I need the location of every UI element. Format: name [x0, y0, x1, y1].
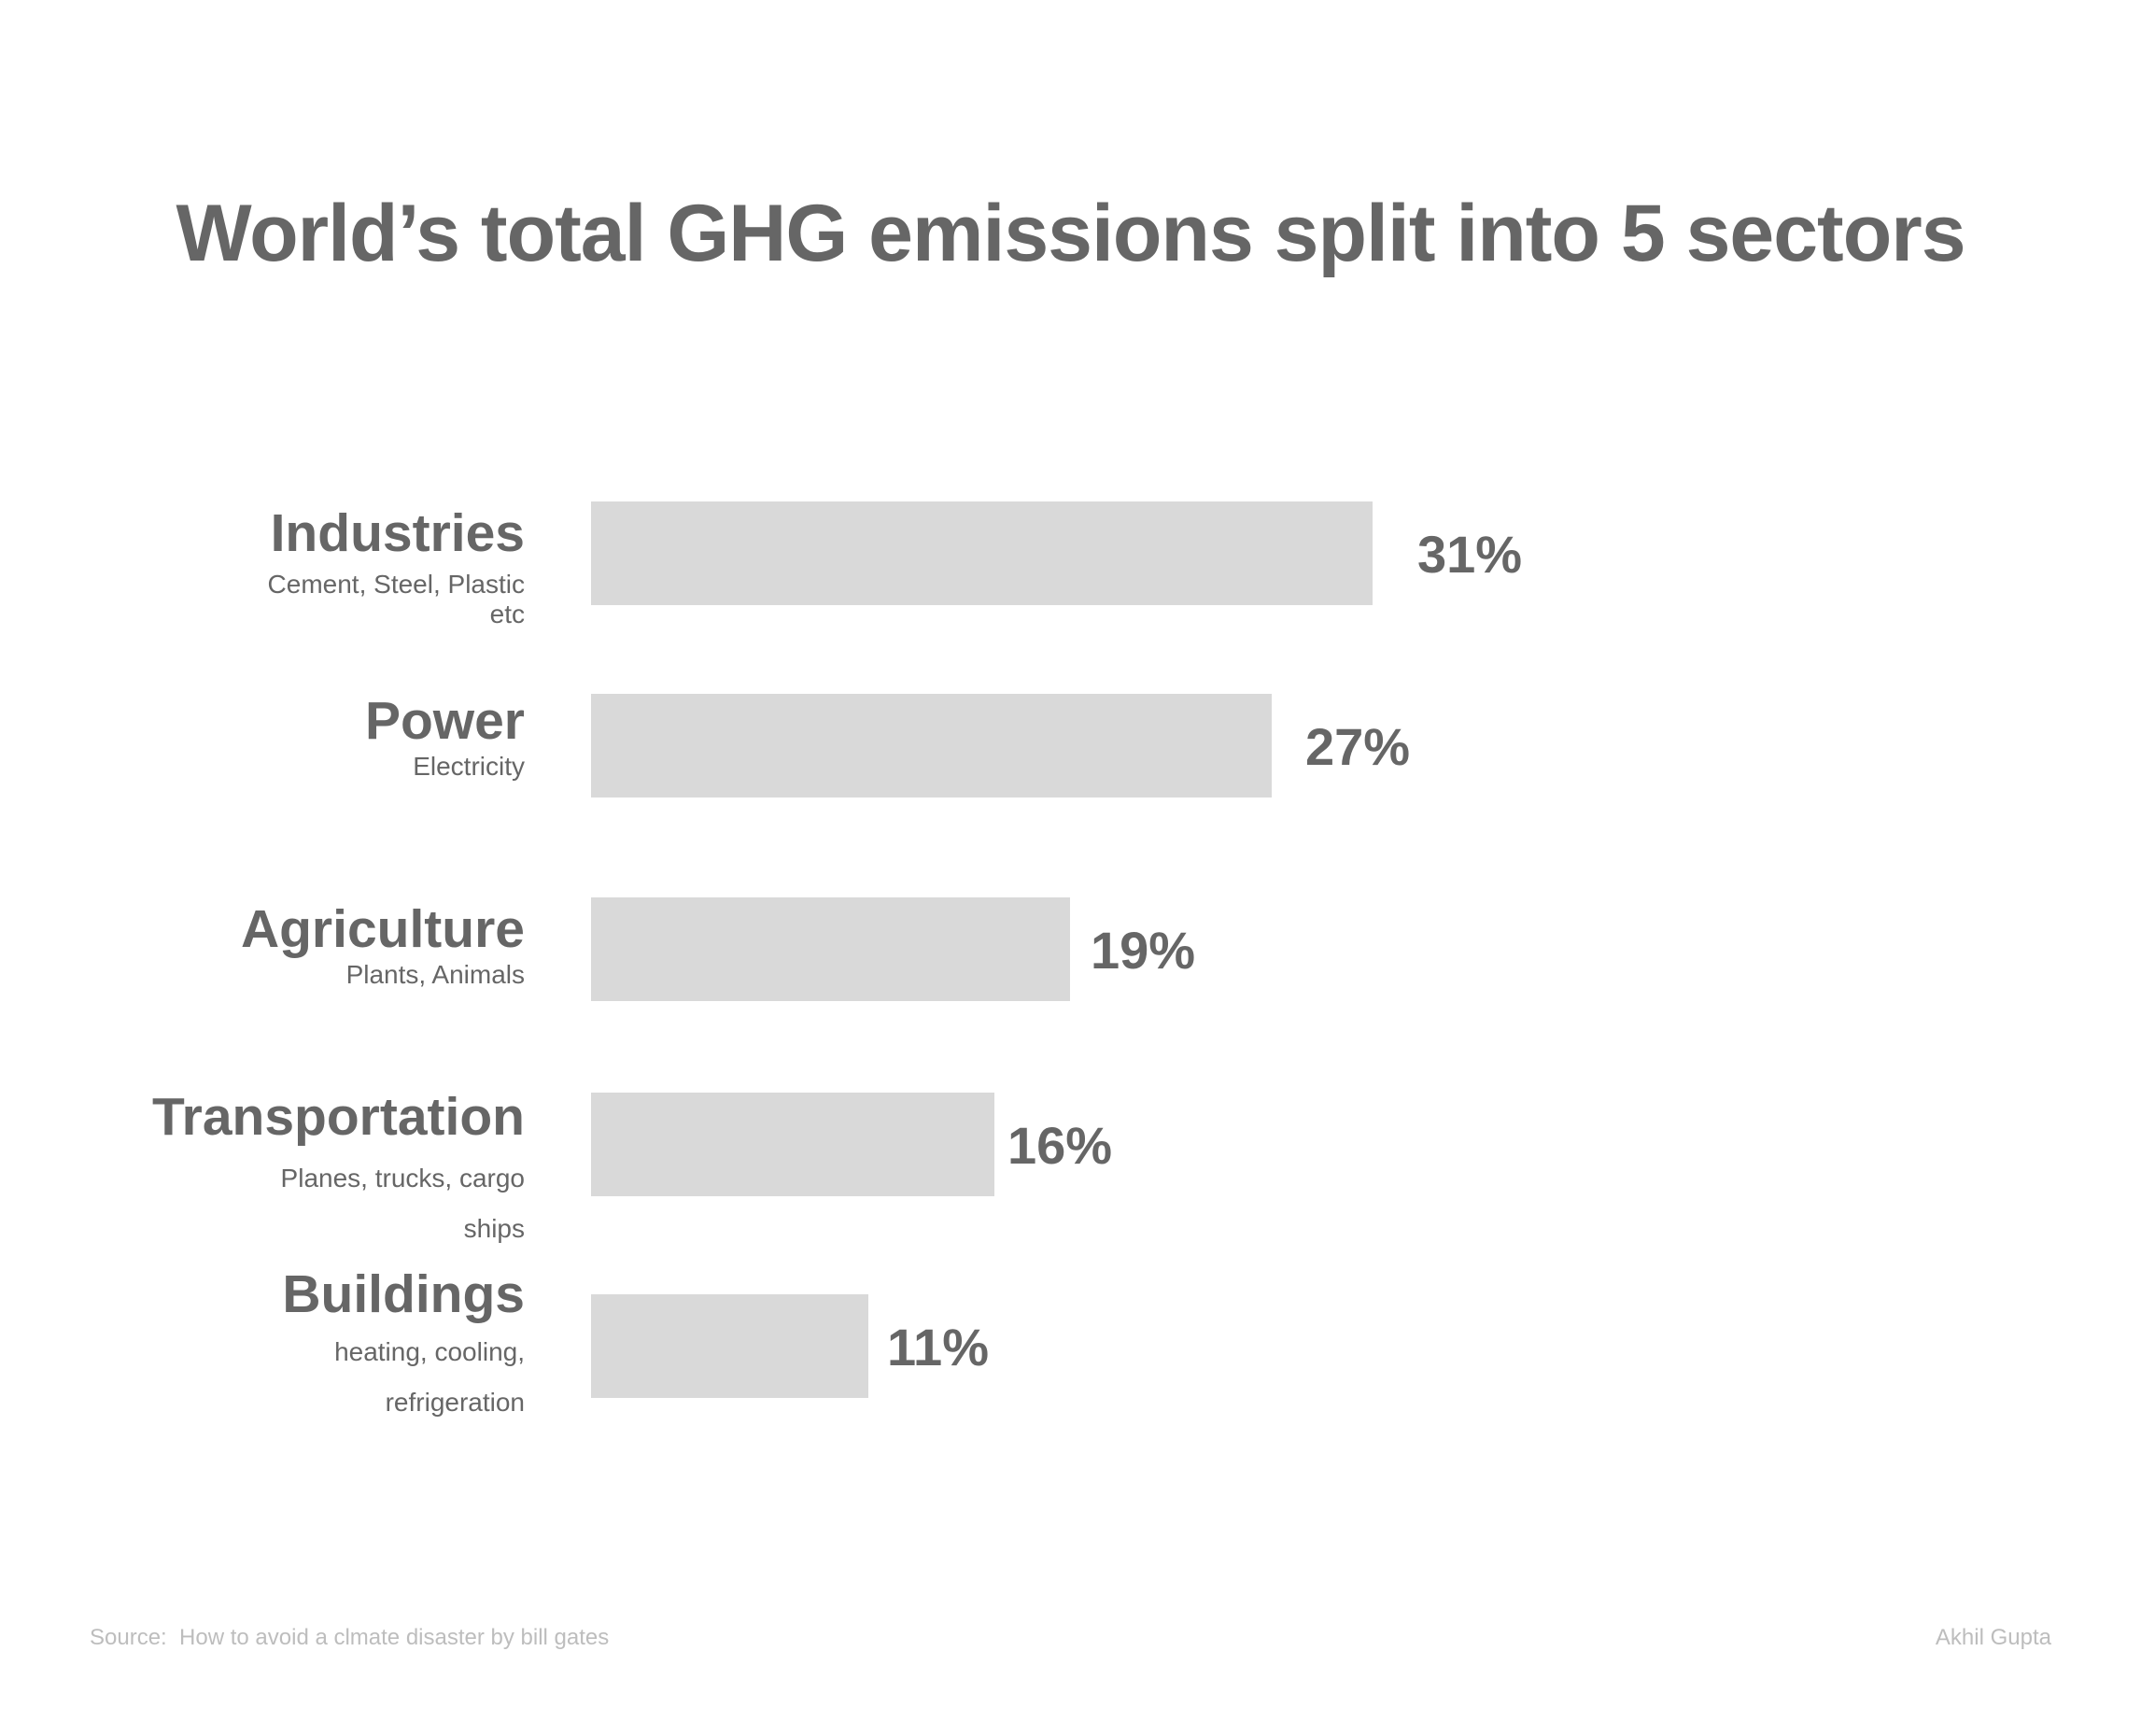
category-name: Industries — [270, 503, 525, 563]
source-note: Source: How to avoid a clmate disaster b… — [90, 1625, 610, 1650]
value-label-buildings: 11% — [887, 1318, 989, 1376]
category-subtitle: Electricity — [413, 752, 525, 781]
author-credit: Akhil Gupta — [1935, 1625, 2051, 1650]
category-subtitle: Planes, trucks, cargo ships — [280, 1164, 525, 1243]
category-subtitle: Cement, Steel, Plastic etc — [267, 570, 525, 628]
chart-title: World’s total GHG emissions split into 5… — [176, 189, 1965, 278]
value-label-industries: 31% — [1417, 525, 1523, 584]
category-label-transportation: Transportation Planes, trucks, cargo shi… — [21, 1086, 525, 1254]
category-label-buildings: Buildings heating, cooling, refrigeratio… — [21, 1263, 525, 1428]
category-label-agriculture: Agriculture Plants, Animals — [21, 898, 525, 990]
category-label-industries: Industries Cement, Steel, Plastic etc — [21, 502, 525, 629]
category-name: Agriculture — [240, 899, 525, 959]
value-label-transportation: 16% — [1007, 1116, 1113, 1175]
value-label-agriculture: 19% — [1091, 921, 1196, 980]
bar-buildings — [591, 1294, 868, 1398]
category-name: Buildings — [282, 1264, 525, 1324]
value-label-power: 27% — [1305, 717, 1411, 776]
bar-power — [591, 694, 1272, 797]
category-label-power: Power Electricity — [21, 690, 525, 782]
category-name: Transportation — [151, 1087, 525, 1147]
category-subtitle: Plants, Animals — [345, 960, 525, 989]
category-name: Power — [364, 691, 525, 751]
bar-agriculture — [591, 897, 1070, 1001]
category-subtitle: heating, cooling, refrigeration — [334, 1337, 525, 1417]
bar-industries — [591, 501, 1373, 605]
bar-transportation — [591, 1093, 994, 1196]
